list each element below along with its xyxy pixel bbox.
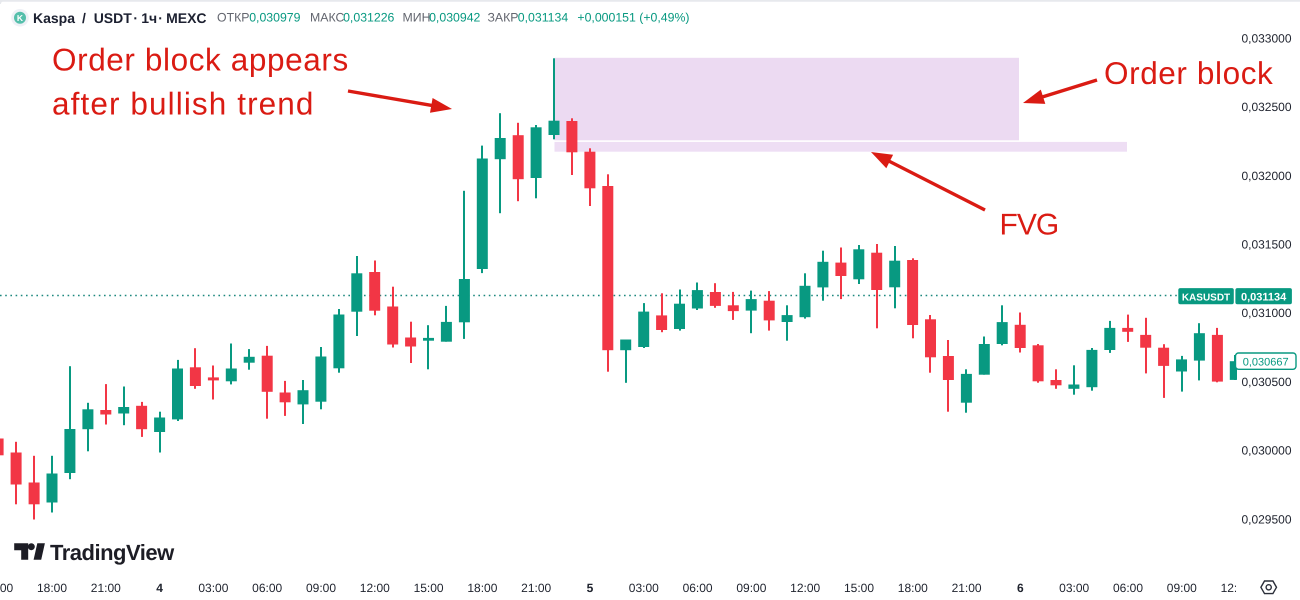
svg-text:6: 6: [1017, 581, 1024, 595]
svg-text:5: 5: [587, 581, 594, 595]
svg-text:09:00: 09:00: [736, 581, 766, 595]
svg-text:Order block appears: Order block appears: [52, 42, 349, 78]
svg-text:KASUSDT: KASUSDT: [1182, 292, 1230, 303]
svg-text:06:00: 06:00: [252, 581, 282, 595]
svg-text:12:00: 12:00: [790, 581, 820, 595]
svg-text:09:00: 09:00: [306, 581, 336, 595]
svg-text:18:00: 18:00: [37, 581, 67, 595]
svg-text:0,031500: 0,031500: [1241, 238, 1291, 252]
svg-text:+0,000151 (+0,49%): +0,000151 (+0,49%): [577, 11, 689, 25]
svg-text:0,030000: 0,030000: [1241, 444, 1291, 458]
svg-text:21:00: 21:00: [91, 581, 121, 595]
svg-text:12:00: 12:00: [360, 581, 390, 595]
svg-text:15:00: 15:00: [0, 581, 14, 595]
svg-text:06:00: 06:00: [1113, 581, 1143, 595]
svg-text:21:00: 21:00: [521, 581, 551, 595]
svg-text:МИН: МИН: [403, 11, 431, 25]
svg-text:0,033000: 0,033000: [1241, 31, 1291, 45]
svg-text:0,032500: 0,032500: [1241, 100, 1291, 114]
svg-text:03:00: 03:00: [629, 581, 659, 595]
svg-text:Order block: Order block: [1104, 55, 1273, 91]
svg-text:09:00: 09:00: [1167, 581, 1197, 595]
svg-text:18:00: 18:00: [898, 581, 928, 595]
svg-text:FVG: FVG: [1000, 209, 1059, 242]
svg-text:МАКС: МАКС: [310, 11, 344, 25]
svg-text:06:00: 06:00: [683, 581, 713, 595]
svg-text:K: K: [17, 13, 24, 23]
svg-text:15:00: 15:00: [414, 581, 444, 595]
svg-text:0,030500: 0,030500: [1241, 375, 1291, 389]
svg-text:0,029500: 0,029500: [1241, 512, 1291, 526]
svg-text:ОТКР: ОТКР: [217, 11, 249, 25]
svg-text:0,032000: 0,032000: [1241, 169, 1291, 183]
svg-text:12:00: 12:00: [1221, 581, 1251, 595]
svg-text:03:00: 03:00: [198, 581, 228, 595]
svg-text:0,030942: 0,030942: [429, 11, 480, 25]
svg-text:0,031226: 0,031226: [343, 11, 394, 25]
svg-text:0,031134: 0,031134: [518, 11, 569, 25]
svg-text:ЗАКР: ЗАКР: [488, 11, 519, 25]
svg-text:TradingView: TradingView: [50, 540, 175, 565]
svg-text:03:00: 03:00: [1059, 581, 1089, 595]
svg-text:4: 4: [156, 581, 163, 595]
svg-text:0,030667: 0,030667: [1243, 356, 1289, 368]
svg-text:21:00: 21:00: [952, 581, 982, 595]
svg-text:after bullish trend: after bullish trend: [52, 86, 315, 122]
svg-text:0,030979: 0,030979: [249, 11, 300, 25]
svg-text:0,031134: 0,031134: [1241, 292, 1287, 304]
svg-text:0,031000: 0,031000: [1241, 306, 1291, 320]
svg-text:Kaspa/USDT·1ч·MEXC: Kaspa / USDT · 1ч· MEXC: [33, 10, 207, 26]
svg-text:18:00: 18:00: [467, 581, 497, 595]
svg-text:15:00: 15:00: [844, 581, 874, 595]
